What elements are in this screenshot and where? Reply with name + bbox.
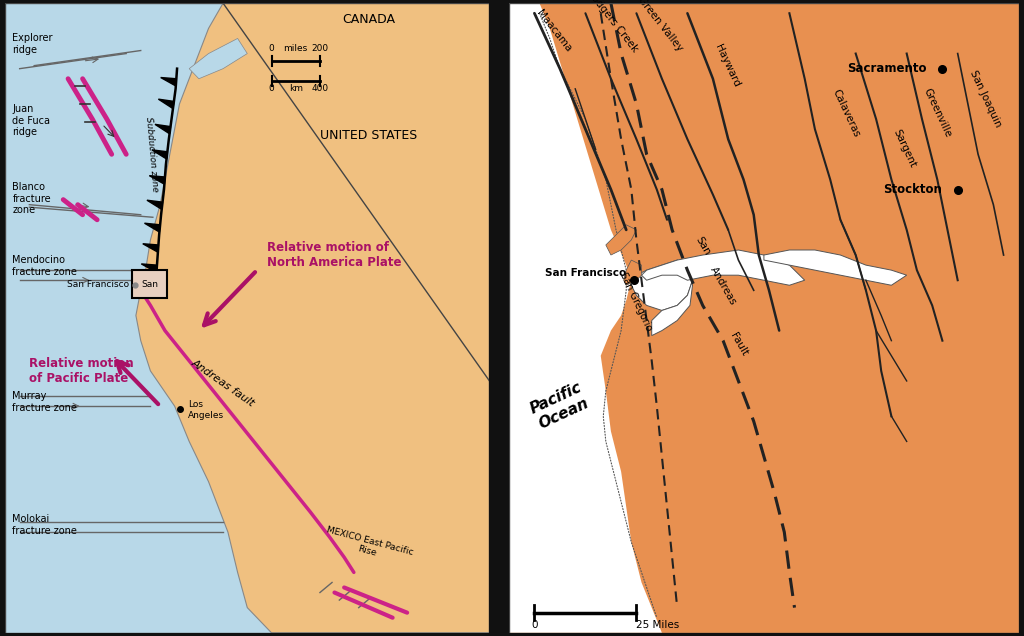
Polygon shape [764,250,906,286]
Text: Relative motion of
North America Plate: Relative motion of North America Plate [266,241,401,269]
Text: Hayward: Hayward [713,43,741,89]
Polygon shape [641,250,805,286]
Text: 25 Miles: 25 Miles [637,620,680,630]
Text: San Joaquin: San Joaquin [968,69,1002,129]
Polygon shape [136,3,489,633]
Text: CANADA: CANADA [342,13,395,26]
Text: Los
Angeles: Los Angeles [188,401,224,420]
Text: Mendocino
fracture zone: Mendocino fracture zone [12,255,77,277]
Text: Relative motion
of Pacific Plate: Relative motion of Pacific Plate [30,357,134,385]
Text: Rodgers Creek: Rodgers Creek [586,0,640,53]
Text: Maacama: Maacama [535,8,573,53]
Text: Blanco
fracture
zone: Blanco fracture zone [12,182,51,215]
Text: Pacific
Ocean: Pacific Ocean [528,380,592,432]
Text: 0: 0 [268,44,274,53]
Polygon shape [161,78,176,86]
Polygon shape [141,264,157,272]
Polygon shape [142,244,159,252]
Text: Andreas: Andreas [708,265,738,307]
Text: Sargent: Sargent [891,128,918,169]
Polygon shape [155,124,171,134]
Text: San Francisco: San Francisco [545,268,627,278]
Text: San: San [693,235,712,257]
Polygon shape [147,200,163,209]
Text: MEXICO East Pacific
Rise: MEXICO East Pacific Rise [323,525,414,567]
Text: 0: 0 [268,85,274,93]
Text: Explorer
ridge: Explorer ridge [12,34,53,55]
Polygon shape [159,99,174,109]
Text: Subduction zone: Subduction zone [143,116,159,192]
Text: San Gregorio: San Gregorio [618,271,654,333]
Text: Juan
de Fuca
ridge: Juan de Fuca ridge [12,104,50,137]
Text: km: km [289,85,303,93]
Text: Fault: Fault [728,331,749,358]
Text: Calaveras: Calaveras [830,88,861,139]
Text: miles: miles [284,44,308,53]
Polygon shape [144,223,160,232]
Text: San: San [141,280,158,289]
Text: Sacramento: Sacramento [848,62,927,75]
Polygon shape [629,260,692,310]
Polygon shape [651,260,692,336]
Text: 0: 0 [531,620,538,630]
Text: Stockton: Stockton [884,183,942,196]
Polygon shape [606,225,637,255]
Polygon shape [150,176,165,184]
Text: Molokai
fracture zone: Molokai fracture zone [12,515,77,536]
Text: Andreas fault: Andreas fault [189,357,256,408]
Polygon shape [152,150,167,159]
Polygon shape [189,38,248,79]
Text: 400: 400 [311,85,329,93]
Polygon shape [624,260,641,286]
Text: Greenville: Greenville [922,86,953,139]
Polygon shape [509,3,662,633]
Bar [132,270,167,298]
Text: Green Valley: Green Valley [637,0,685,53]
Text: UNITED STATES: UNITED STATES [319,129,417,142]
Text: 200: 200 [311,44,329,53]
Text: San Francisco: San Francisco [67,280,129,289]
Text: Murray
fracture zone: Murray fracture zone [12,391,77,413]
